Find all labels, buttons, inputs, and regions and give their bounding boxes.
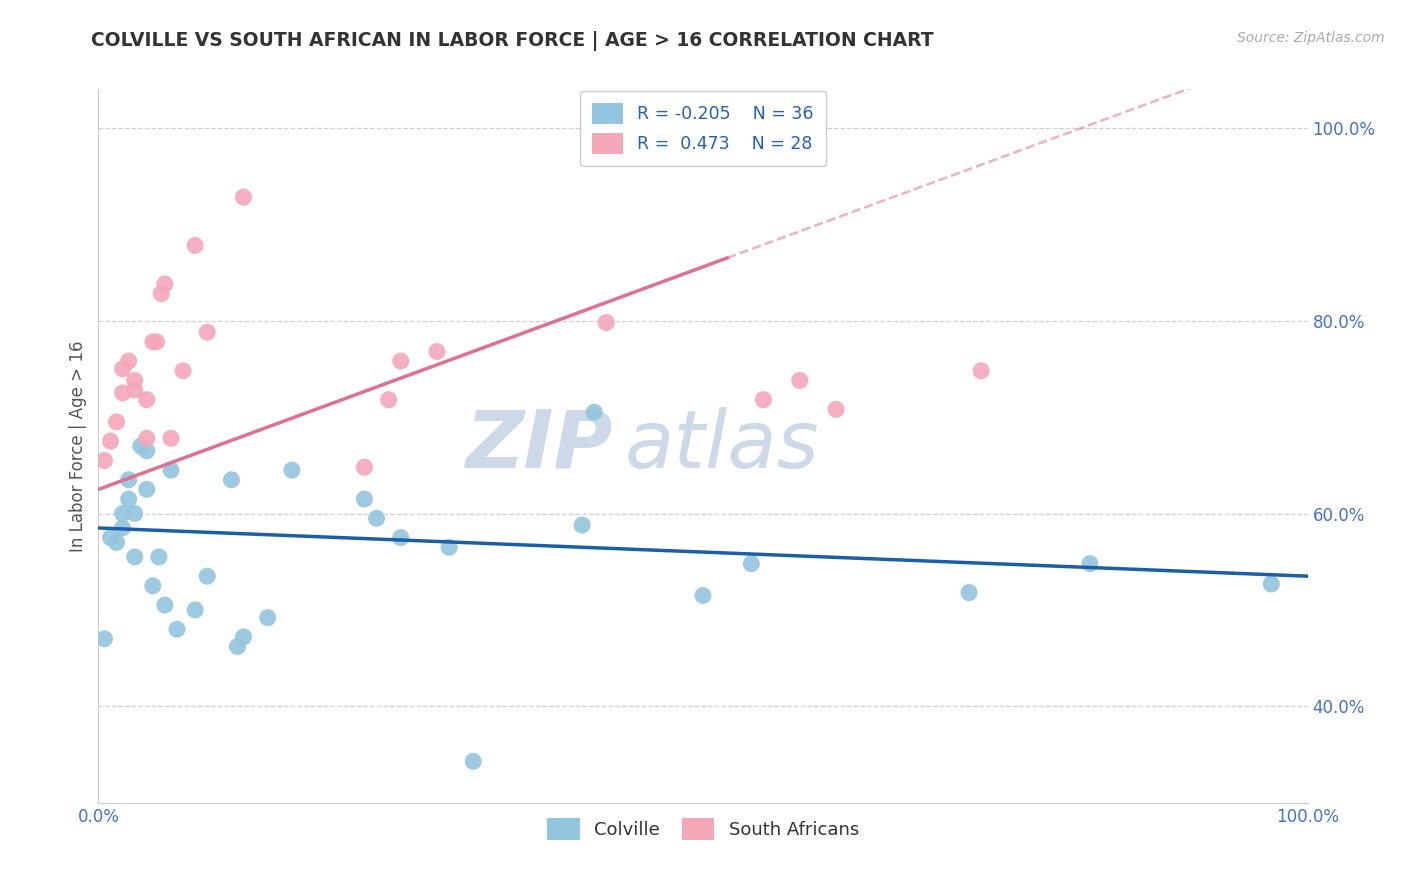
Point [105, 535, 128, 549]
Point [426, 344, 449, 359]
Point [124, 549, 146, 564]
Point [281, 463, 304, 477]
Point [1078, 557, 1101, 571]
Point [389, 531, 412, 545]
Text: Source: ZipAtlas.com: Source: ZipAtlas.com [1237, 31, 1385, 45]
Point [583, 405, 606, 419]
Point [118, 354, 141, 368]
Point [150, 286, 173, 301]
Point [353, 460, 375, 475]
Point [184, 603, 207, 617]
Point [377, 392, 399, 407]
Legend: Colville, South Africans: Colville, South Africans [540, 811, 866, 847]
Point [135, 483, 157, 497]
Point [129, 439, 152, 453]
Point [825, 402, 848, 417]
Text: ZIP: ZIP [465, 407, 613, 485]
Point [692, 589, 714, 603]
Point [111, 507, 134, 521]
Point [118, 473, 141, 487]
Point [124, 383, 146, 397]
Point [389, 354, 412, 368]
Point [145, 334, 167, 349]
Point [93, 453, 115, 467]
Point [148, 549, 170, 564]
Point [93, 632, 115, 646]
Point [232, 190, 254, 204]
Point [437, 541, 460, 555]
Point [353, 491, 375, 506]
Point [970, 364, 993, 378]
Point [232, 630, 254, 644]
Point [595, 316, 617, 330]
Point [105, 415, 128, 429]
Point [153, 277, 176, 291]
Point [124, 373, 146, 387]
Point [740, 557, 762, 571]
Point [166, 622, 188, 636]
Point [160, 431, 183, 445]
Point [195, 325, 218, 339]
Point [366, 511, 388, 525]
Point [221, 473, 243, 487]
Point [571, 518, 593, 533]
Point [111, 362, 134, 376]
Text: COLVILLE VS SOUTH AFRICAN IN LABOR FORCE | AGE > 16 CORRELATION CHART: COLVILLE VS SOUTH AFRICAN IN LABOR FORCE… [91, 31, 934, 51]
Text: atlas: atlas [624, 407, 820, 485]
Point [142, 334, 165, 349]
Point [135, 431, 157, 445]
Point [957, 585, 980, 599]
Point [463, 755, 485, 769]
Point [752, 392, 775, 407]
Point [142, 579, 165, 593]
Point [789, 373, 811, 387]
Point [111, 521, 134, 535]
Point [172, 364, 194, 378]
Point [100, 531, 122, 545]
Point [100, 434, 122, 449]
Point [1260, 577, 1282, 591]
Point [118, 491, 141, 506]
Point [195, 569, 218, 583]
Point [256, 610, 278, 624]
Point [124, 507, 146, 521]
Point [153, 598, 176, 612]
Point [160, 463, 183, 477]
Point [226, 640, 249, 654]
Y-axis label: In Labor Force | Age > 16: In Labor Force | Age > 16 [69, 340, 87, 552]
Point [184, 238, 207, 252]
Point [135, 443, 157, 458]
Point [135, 392, 157, 407]
Point [111, 386, 134, 401]
